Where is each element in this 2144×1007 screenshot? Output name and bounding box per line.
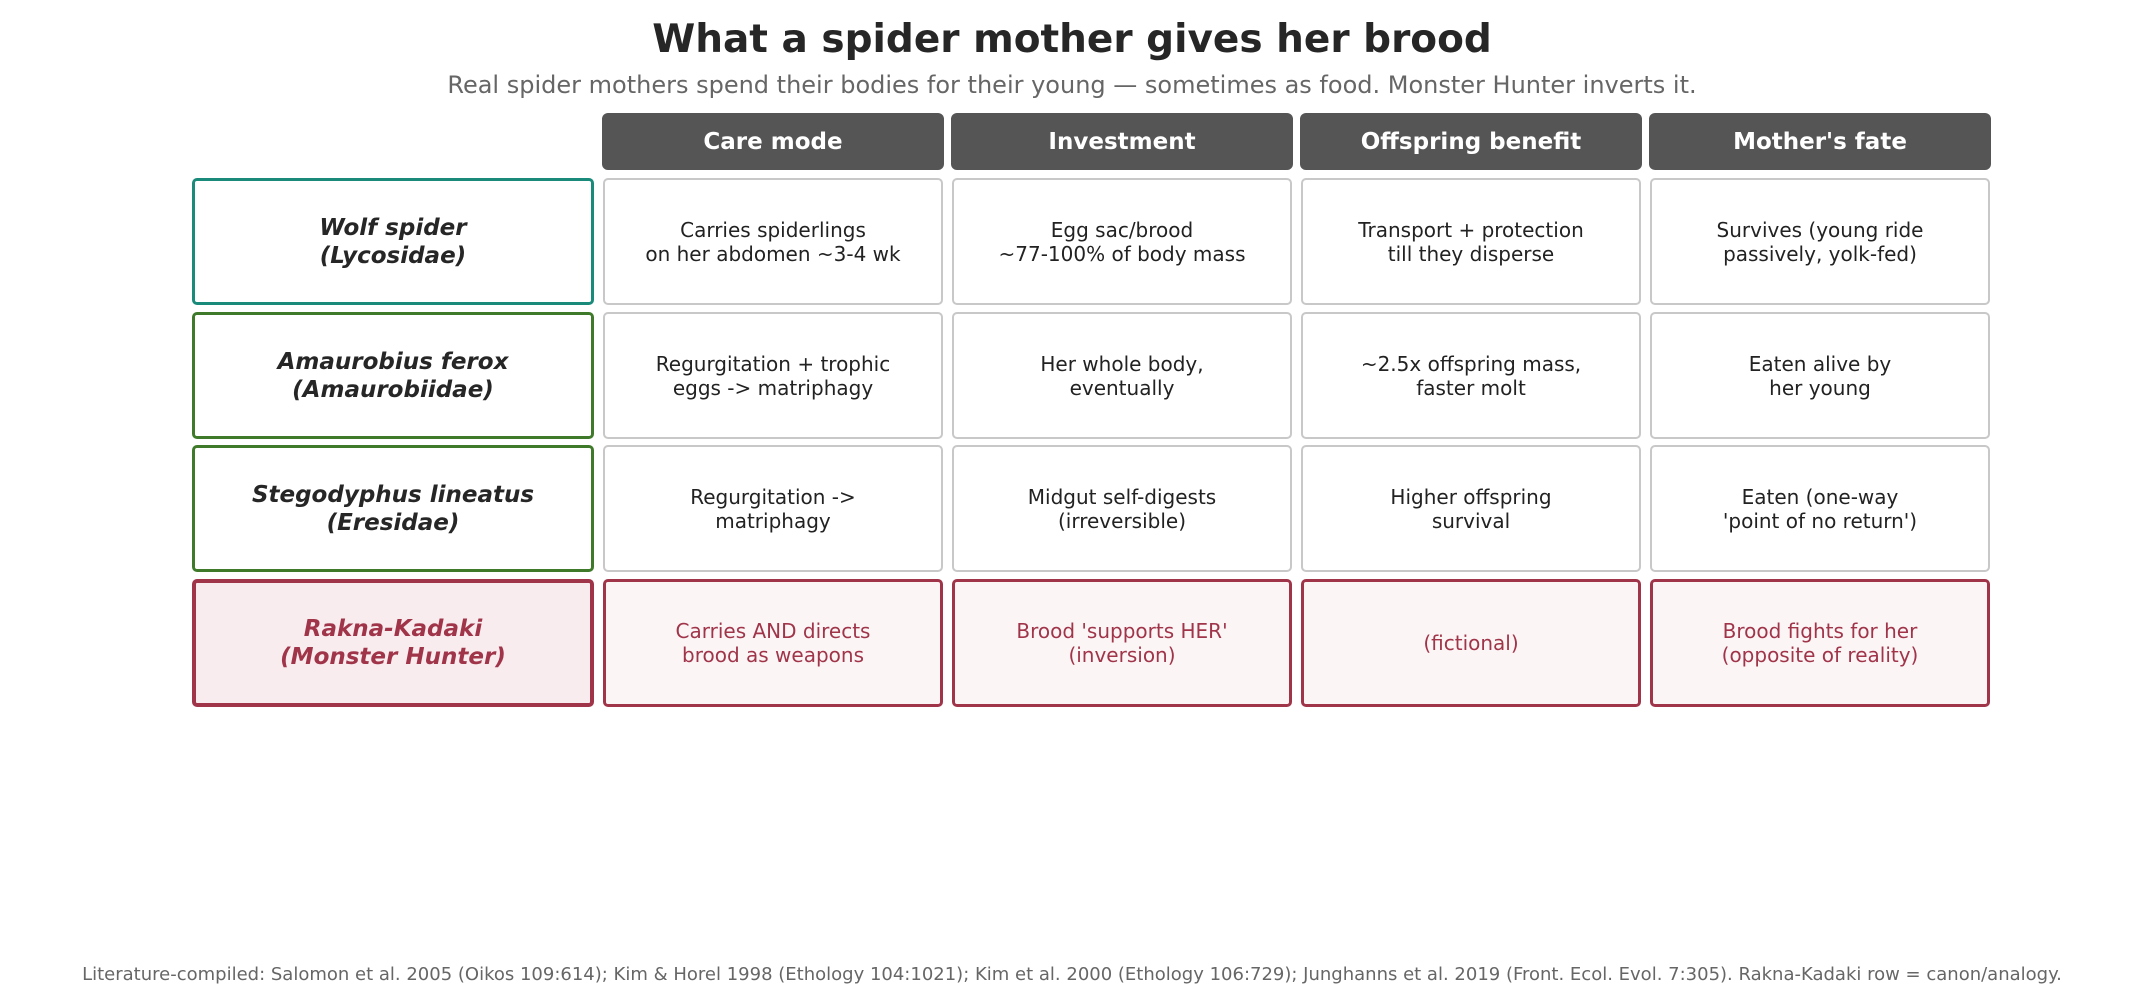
cell-rakna-offspring-benefit: (fictional) (1301, 579, 1641, 707)
column-header-mothers-fate: Mother's fate (1649, 113, 1991, 170)
cell-rakna-investment: Brood 'supports HER' (inversion) (952, 579, 1292, 707)
cell-rakna-mothers-fate: Brood fights for her (opposite of realit… (1650, 579, 1990, 707)
cell-stegodyphus-mothers-fate: Eaten (one-way 'point of no return') (1650, 445, 1990, 572)
cell-amaurobius-care-mode: Regurgitation + trophic eggs -> matripha… (603, 312, 943, 439)
row-header-amaurobius: Amaurobius ferox (Amaurobiidae) (192, 312, 594, 439)
column-header-offspring-benefit: Offspring benefit (1300, 113, 1642, 170)
cell-wolf-mothers-fate: Survives (young ride passively, yolk-fed… (1650, 178, 1990, 305)
column-header-investment: Investment (951, 113, 1293, 170)
cell-amaurobius-offspring-benefit: ~2.5x offspring mass, faster molt (1301, 312, 1641, 439)
cell-stegodyphus-offspring-benefit: Higher offspring survival (1301, 445, 1641, 572)
cell-stegodyphus-investment: Midgut self-digests (irreversible) (952, 445, 1292, 572)
page-subtitle: Real spider mothers spend their bodies f… (447, 71, 1697, 99)
cell-wolf-care-mode: Carries spiderlings on her abdomen ~3-4 … (603, 178, 943, 305)
cell-amaurobius-investment: Her whole body, eventually (952, 312, 1292, 439)
row-header-rakna-kadaki: Rakna-Kadaki (Monster Hunter) (192, 579, 594, 707)
cell-amaurobius-mothers-fate: Eaten alive by her young (1650, 312, 1990, 439)
row-header-stegodyphus: Stegodyphus lineatus (Eresidae) (192, 445, 594, 572)
cell-stegodyphus-care-mode: Regurgitation -> matriphagy (603, 445, 943, 572)
column-header-care-mode: Care mode (602, 113, 944, 170)
footnote-sources: Literature-compiled: Salomon et al. 2005… (82, 964, 2062, 985)
cell-wolf-offspring-benefit: Transport + protection till they dispers… (1301, 178, 1641, 305)
row-header-wolf-spider: Wolf spider (Lycosidae) (192, 178, 594, 305)
cell-wolf-investment: Egg sac/brood ~77-100% of body mass (952, 178, 1292, 305)
page-title: What a spider mother gives her brood (652, 17, 1492, 62)
cell-rakna-care-mode: Carries AND directs brood as weapons (603, 579, 943, 707)
